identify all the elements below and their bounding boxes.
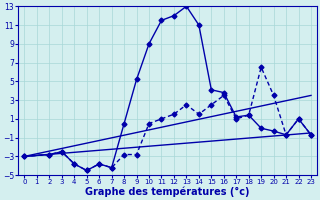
X-axis label: Graphe des températures (°c): Graphe des températures (°c)	[85, 187, 250, 197]
